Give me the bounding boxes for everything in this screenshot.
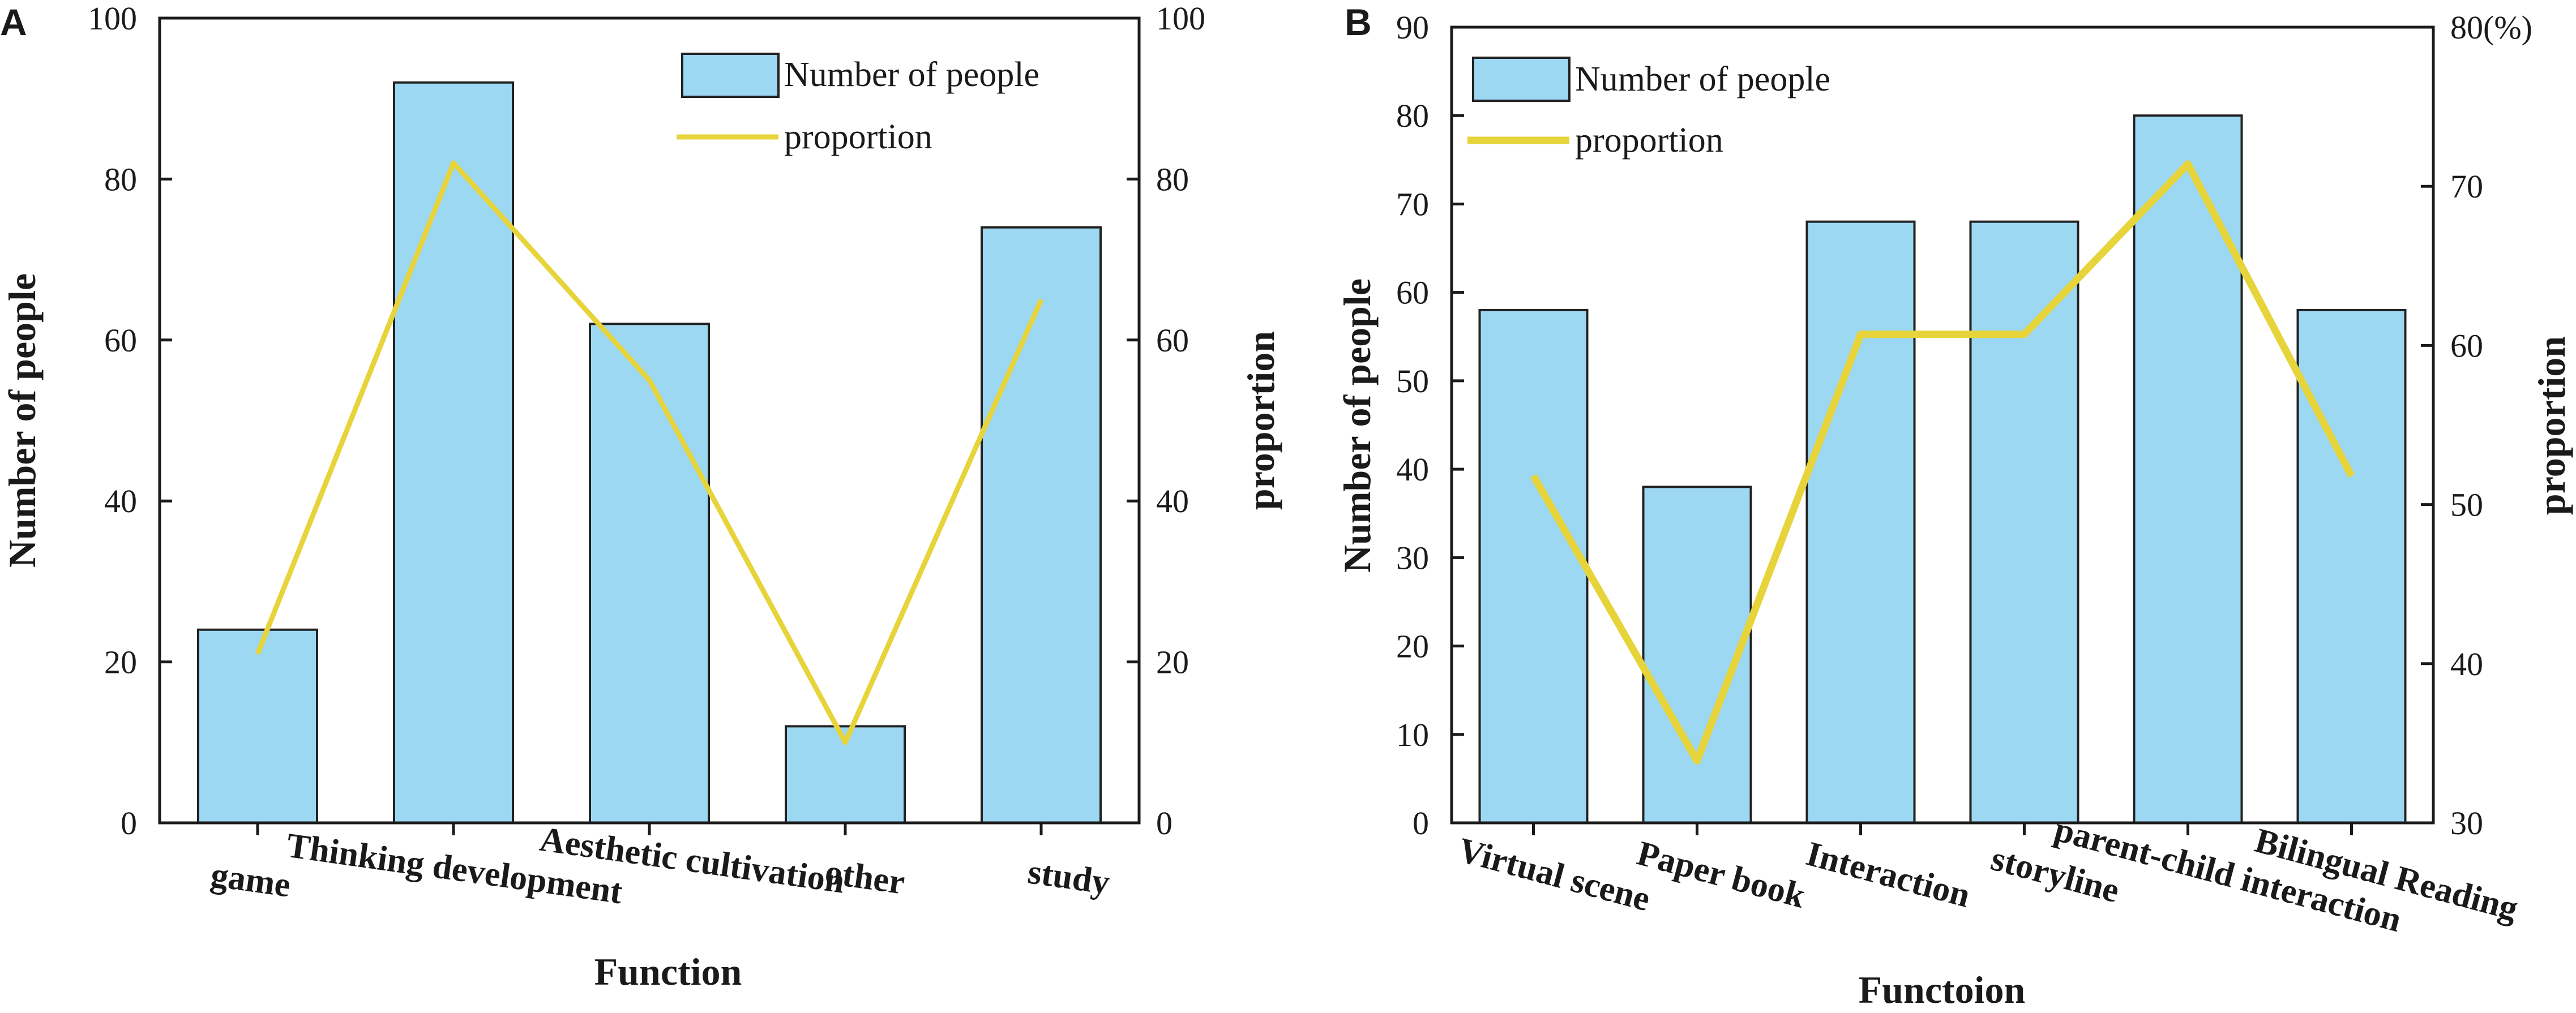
panel-b-bar-4 (1969, 220, 2079, 825)
panel-b-left-tick-label: 50 (1396, 363, 1429, 400)
panel-b-category-label: Virtual scene (1454, 831, 1654, 919)
panel-b-letter: B (1345, 1, 1372, 43)
panel-a-legend: Number of people proportion (677, 53, 1039, 156)
panel-a-left-tick-label: 100 (88, 0, 137, 37)
panel-a-proportion-point-2 (453, 162, 454, 164)
panel-a-right-tick-label: 80 (1156, 161, 1189, 198)
panel-b-left-tick-label: 10 (1396, 716, 1429, 753)
panel-a-left-tick-label: 0 (121, 805, 137, 842)
panel-a: A 0 20 40 60 80 100 0 20 40 60 80 100 gameThinking… (0, 0, 1282, 993)
panel-b-proportion-line (1530, 160, 2355, 765)
panel-b-right-tick-label: 80(%) (2450, 9, 2532, 46)
panel-a-left-tick-label: 80 (104, 161, 137, 198)
panel-a-left-tick-label: 60 (104, 322, 137, 359)
panel-b-right-tick-label: 60 (2450, 327, 2483, 364)
panel-a-right-tick-label: 40 (1156, 483, 1189, 520)
panel-b-proportion-point-3 (1860, 333, 1862, 335)
panel-a-bars (197, 81, 1102, 825)
panel-a-y2-axis-title: proportion (1239, 331, 1282, 510)
panel-b-bar-3 (1805, 220, 1916, 825)
panel-a-bar-5 (981, 226, 1102, 825)
panel-b-bars (1478, 114, 2407, 825)
panel-b-legend-line-label: proportion (1575, 121, 1723, 160)
panel-b-proportion-point-4 (2023, 333, 2025, 335)
panel-b-legend-bar-swatch (1472, 57, 1571, 102)
panel-a-legend-bar-swatch (681, 53, 780, 98)
panel-a-right-tick-label: 0 (1156, 805, 1173, 842)
panel-a-x-axis-title: Function (594, 950, 742, 993)
panel-b-proportion-point-5 (2187, 163, 2189, 165)
panel-b-left-tick-label: 20 (1396, 628, 1429, 665)
panel-a-bar-1 (197, 628, 318, 824)
panel-a-right-ticks: 0 20 40 60 80 100 (1127, 0, 1205, 842)
panel-a-y-axis-title: Number of people (1, 273, 44, 568)
panel-b-left-ticks: 0 10 20 30 40 50 60 70 80 90 (1396, 9, 1464, 842)
panel-b-left-tick-label: 80 (1396, 97, 1429, 134)
panel-a-frame (158, 16, 1141, 825)
panel-b-bar-5 (2133, 114, 2243, 825)
panel-b-y-axis-title: Number of people (1336, 278, 1379, 573)
panel-a-proportion-point-1 (257, 653, 258, 655)
panel-b-frame (1450, 25, 2435, 825)
panel-a-bar-2 (393, 81, 514, 824)
panel-a-left-ticks: 0 20 40 60 80 100 (88, 0, 172, 842)
panel-b-x-axis-title: Functoion (1859, 968, 2026, 1011)
panel-b-bar-2 (1642, 486, 1752, 824)
panel-b-right-ticks: 30 40 50 60 70 80(%) (2421, 9, 2532, 842)
panel-b-line (1530, 160, 2355, 765)
panel-a-category-label: game (208, 856, 293, 905)
panel-a-proportion-point-3 (649, 379, 650, 381)
panel-a-line (255, 160, 1044, 745)
panel-a-right-tick-label: 60 (1156, 322, 1189, 359)
panel-b-legend-bar-label: Number of people (1575, 60, 1830, 98)
panel-b-proportion-point-2 (1696, 760, 1698, 762)
panel-b-category-label: Paper book (1633, 834, 1809, 916)
panel-b-left-tick-label: 90 (1396, 9, 1429, 46)
panel-b-y2-axis-title: proportion (2530, 336, 2573, 515)
panel-b-proportion-point-6 (2351, 475, 2352, 477)
panel-b-left-tick-label: 0 (1413, 805, 1429, 842)
panel-b: B 0 10 20 30 40 50 60 70 80 90 30 40 50 60 70 80(%) Vi… (1336, 1, 2573, 1011)
panel-a-legend-bar-label: Number of people (784, 55, 1039, 94)
panel-a-proportion-point-4 (845, 741, 846, 743)
panel-b-right-tick-label: 30 (2450, 805, 2483, 842)
panel-a-legend-line-label: proportion (784, 118, 932, 156)
panel-b-category-label: Interaction (1802, 835, 1974, 915)
panel-b-bar-6 (2296, 308, 2407, 824)
panel-b-bar-1 (1478, 308, 1589, 824)
panel-a-left-tick-label: 20 (104, 644, 137, 681)
panel-a-proportion-point-5 (1041, 299, 1042, 301)
panel-b-left-tick-label: 70 (1396, 186, 1429, 222)
panel-a-bar-3 (589, 323, 710, 824)
panel-a-letter: A (0, 1, 27, 43)
panel-a-category-label: study (1025, 852, 1112, 902)
panel-b-legend: Number of people proportion (1467, 57, 1830, 160)
panel-a-right-tick-label: 100 (1156, 0, 1205, 37)
panel-b-proportion-point-1 (1533, 475, 1534, 477)
panel-b-left-tick-label: 60 (1396, 274, 1429, 311)
panel-a-left-tick-label: 40 (104, 483, 137, 520)
panel-b-left-tick-label: 30 (1396, 539, 1429, 576)
panel-a-right-tick-label: 20 (1156, 644, 1189, 681)
panel-b-right-tick-label: 40 (2450, 646, 2483, 683)
panel-b-left-tick-label: 40 (1396, 451, 1429, 488)
panel-b-right-tick-label: 70 (2450, 168, 2483, 205)
panel-b-right-tick-label: 50 (2450, 487, 2483, 523)
